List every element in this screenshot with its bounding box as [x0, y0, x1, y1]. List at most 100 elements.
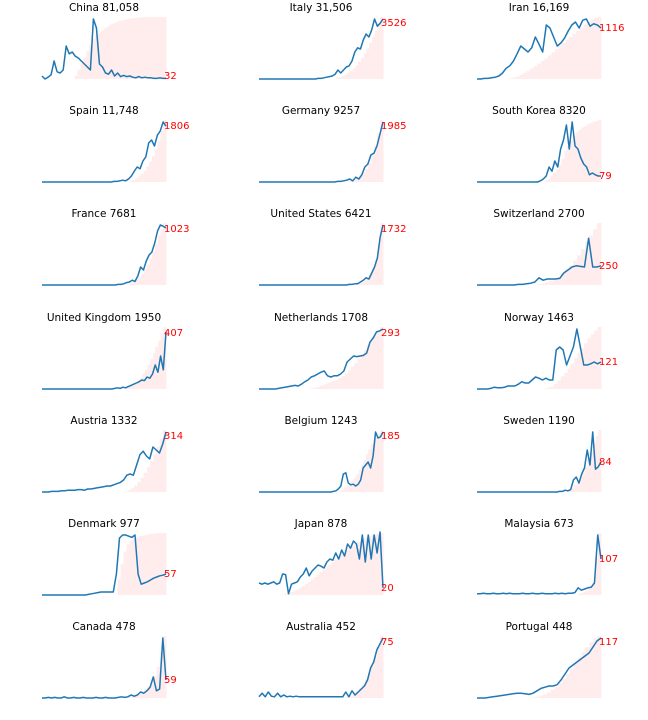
line-chart: 1806: [42, 120, 189, 183]
cumulative-bar: [328, 382, 333, 389]
cumulative-bar: [579, 27, 584, 79]
cumulative-bar: [549, 281, 554, 285]
chart-panel: Netherlands 1708 293: [229, 310, 414, 410]
cumulative-bar: [128, 697, 133, 698]
cumulative-bar: [354, 362, 358, 389]
chart-panel: Switzerland 2700 250: [447, 206, 632, 306]
cumulative-bar: [282, 594, 286, 595]
cumulative-bar: [302, 585, 306, 595]
cumulative-bar: [129, 386, 133, 389]
cumulative-bar: [577, 255, 582, 285]
cumulative-bar: [365, 537, 369, 595]
last-value-label: 117: [599, 637, 618, 648]
chart-title: Austria 1332: [70, 415, 138, 427]
cumulative-bar: [344, 74, 348, 79]
cumulative-bar: [581, 127, 585, 182]
line-chart: 84: [477, 430, 612, 493]
cumulative-bar: [127, 283, 131, 285]
cumulative-bar: [376, 331, 381, 389]
cumulative-bar: [585, 590, 589, 595]
cumulative-bar: [369, 43, 373, 79]
cumulative-bar: [554, 384, 558, 389]
daily-series-line: [42, 224, 167, 286]
last-value-label: 84: [599, 457, 612, 468]
cumulative-bar: [148, 17, 152, 79]
line-chart: 1023: [42, 223, 189, 286]
cumulative-bar: [293, 590, 297, 595]
cumulative-bar: [362, 172, 366, 182]
cumulative-bar: [360, 354, 365, 389]
chart-title: France 7681: [71, 208, 137, 220]
cumulative-bar: [540, 61, 545, 79]
cumulative-bar: [373, 657, 378, 698]
cumulative-bar: [519, 74, 524, 79]
cumulative-bar: [597, 533, 602, 595]
cumulative-bar: [373, 439, 377, 492]
cumulative-bar: [589, 123, 593, 182]
line-chart: 314: [42, 430, 183, 493]
daily-series-line: [477, 637, 602, 699]
cumulative-bar: [569, 265, 574, 285]
cumulative-bar: [146, 264, 150, 285]
cumulative-bar: [313, 577, 318, 595]
cumulative-bar: [363, 459, 367, 492]
cumulative-bar: [322, 569, 326, 595]
chart-title: Norway 1463: [504, 312, 574, 324]
cumulative-bar: [537, 63, 542, 79]
daily-series-line: [42, 331, 167, 390]
cumulative-bar: [143, 269, 148, 285]
cumulative-bar: [363, 280, 367, 285]
cumulative-bar: [143, 472, 148, 492]
cumulative-bar: [149, 161, 153, 182]
cumulative-bar: [356, 474, 360, 492]
cumulative-bar: [589, 642, 594, 698]
cumulative-bar: [333, 559, 338, 595]
cumulative-bar: [364, 679, 369, 698]
line-chart: 250: [477, 223, 618, 286]
cumulative-bar: [565, 270, 570, 285]
cumulative-bar: [141, 691, 145, 698]
cumulative-bar: [377, 133, 381, 182]
cumulative-bar: [584, 467, 588, 492]
cumulative-bar: [547, 387, 552, 389]
cumulative-bar: [339, 554, 344, 595]
cumulative-bar: [368, 163, 372, 182]
cumulative-bar: [554, 686, 559, 698]
cumulative-bar: [375, 436, 379, 492]
cumulative-bar: [526, 70, 531, 79]
chart-panel: Malaysia 673 107: [447, 516, 632, 616]
last-value-label: 407: [164, 328, 183, 339]
chart-panel: United Kingdom 1950 407: [12, 310, 197, 410]
chart-title: Denmark 977: [68, 518, 140, 530]
cumulative-bar: [351, 366, 355, 389]
cumulative-bar: [576, 30, 581, 79]
last-value-label: 59: [164, 675, 177, 686]
cumulative-bar: [133, 18, 137, 80]
cumulative-bar: [154, 17, 158, 79]
cumulative-bar: [160, 229, 164, 285]
chart-title: Spain 11,748: [69, 105, 139, 117]
cumulative-bar: [570, 363, 575, 389]
cumulative-bar: [338, 77, 343, 79]
cumulative-bar: [544, 58, 549, 79]
cumulative-bar: [572, 33, 577, 79]
cumulative-bar: [138, 276, 142, 285]
cumulative-bar: [581, 592, 586, 595]
cumulative-bar: [344, 373, 349, 389]
cumulative-bar: [362, 538, 367, 595]
cumulative-bar: [156, 667, 161, 698]
cumulative-bar: [141, 273, 145, 285]
cumulative-bar: [146, 166, 150, 182]
chart-panel: Italy 31,506 3526: [229, 0, 414, 100]
cumulative-bar: [157, 141, 161, 182]
cumulative-bar: [593, 229, 598, 285]
cumulative-bar: [557, 276, 562, 285]
cumulative-bar: [138, 693, 142, 698]
cumulative-bar: [371, 534, 375, 595]
cumulative-bar: [144, 534, 149, 595]
chart-title: Netherlands 1708: [273, 312, 369, 324]
cumulative-bar: [591, 582, 596, 595]
chart-panel: Austria 1332 314: [12, 413, 197, 513]
cumulative-bar: [157, 235, 161, 285]
